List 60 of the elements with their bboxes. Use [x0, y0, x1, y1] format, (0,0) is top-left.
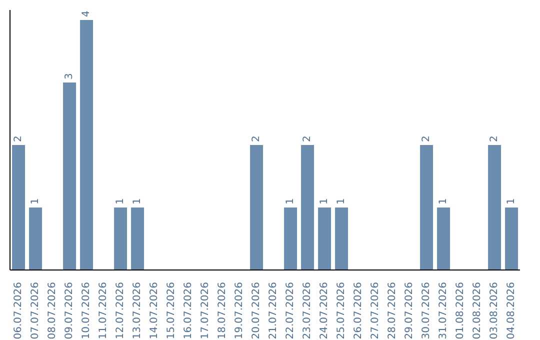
x-tick-label: 04.08.2026	[506, 282, 517, 340]
data-label: 2	[489, 136, 500, 142]
bar	[29, 208, 42, 270]
bar	[437, 208, 450, 270]
x-tick-label: 23.07.2026	[302, 282, 313, 340]
data-label: 1	[336, 198, 348, 204]
bar	[114, 208, 128, 270]
x-tick-label: 10.07.2026	[81, 282, 92, 340]
x-tick-label: 13.07.2026	[132, 282, 143, 340]
x-tick-label: 24.07.2026	[319, 282, 330, 340]
bar	[131, 208, 144, 270]
bar	[80, 20, 94, 270]
data-label: 2	[302, 136, 314, 142]
x-tick-label: 12.07.2026	[115, 282, 126, 340]
x-tick-label: 21.07.2026	[268, 282, 279, 340]
data-label: 4	[81, 10, 92, 17]
data-label: 1	[30, 198, 42, 204]
data-label: 1	[115, 198, 126, 204]
x-tick-label: 07.07.2026	[30, 282, 41, 340]
x-tick-label: 17.07.2026	[200, 282, 211, 340]
bar	[420, 145, 434, 270]
bar	[301, 145, 314, 270]
data-label: 1	[506, 198, 518, 204]
data-label: 2	[421, 136, 432, 142]
x-tick-label: 16.07.2026	[183, 282, 194, 340]
x-tick-label: 27.07.2026	[370, 282, 381, 340]
x-tick-label: 15.07.2026	[166, 282, 177, 340]
x-tick-label: 18.07.2026	[217, 282, 228, 340]
x-tick-label: 30.07.2026	[421, 282, 432, 340]
data-label: 2	[251, 136, 262, 142]
x-tick-label: 03.08.2026	[489, 282, 500, 340]
x-tick-label: 26.07.2026	[353, 282, 364, 340]
x-tick-label: 25.07.2026	[336, 282, 347, 340]
data-label: 1	[132, 198, 144, 204]
x-tick-label: 22.07.2026	[285, 282, 296, 340]
x-tick-label: 06.07.2026	[13, 282, 24, 340]
data-label: 3	[64, 73, 76, 80]
x-tick-label: 29.07.2026	[404, 282, 415, 340]
data-label: 1	[319, 198, 330, 204]
x-tick-label: 14.07.2026	[149, 282, 160, 340]
x-tick-label: 01.08.2026	[455, 282, 466, 340]
data-label: 2	[13, 136, 24, 142]
x-tick-label: 08.07.2026	[47, 282, 58, 340]
x-tick-label: 09.07.2026	[64, 282, 75, 340]
x-tick-label: 20.07.2026	[251, 282, 262, 340]
x-tick-label: 28.07.2026	[387, 282, 398, 340]
bar	[335, 208, 348, 270]
bar	[63, 82, 76, 270]
x-tick-label: 31.07.2026	[438, 282, 449, 340]
bar	[505, 208, 518, 270]
bar	[284, 208, 298, 270]
bar	[250, 145, 264, 270]
data-label: 1	[438, 198, 450, 204]
bar	[488, 145, 502, 270]
data-label: 1	[285, 198, 296, 204]
x-tick-label: 02.08.2026	[472, 282, 483, 340]
bar	[318, 208, 332, 270]
x-tick-label: 19.07.2026	[234, 282, 245, 340]
bar	[12, 145, 26, 270]
x-tick-label: 11.07.2026	[98, 282, 109, 340]
